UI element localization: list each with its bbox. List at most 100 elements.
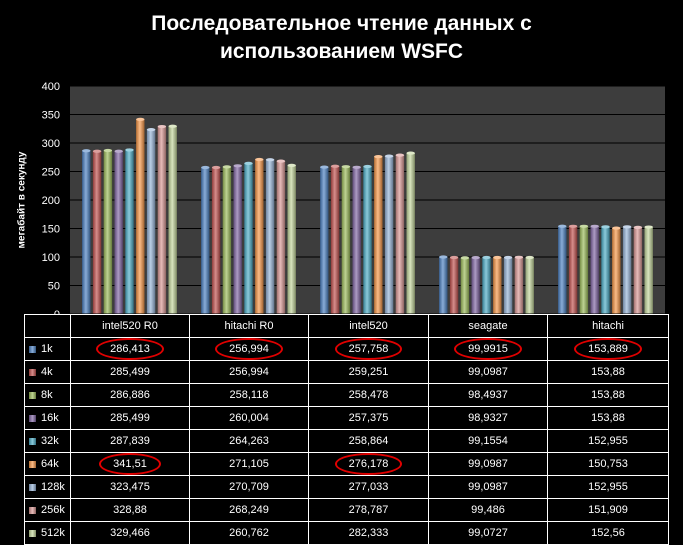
table-cell: 99,0727 [428, 521, 548, 545]
table-cell: 99,0987 [428, 475, 548, 499]
data-label: 264,263 [229, 435, 269, 447]
table-cell: 153,88 [547, 383, 669, 407]
table-row: 64k 341,51 271,105 276,178 99,0987 150,753 [24, 452, 669, 476]
table-cell: 286,413 [70, 337, 190, 361]
table-cell: 256,994 [189, 337, 309, 361]
bar [265, 159, 275, 314]
table-cell: 153,88 [547, 360, 669, 384]
table-cell: 258,864 [308, 429, 429, 453]
bar-cap [503, 255, 513, 260]
bar-cap [482, 255, 491, 260]
data-label: 152,56 [591, 527, 625, 539]
series-name: 1k [41, 343, 53, 355]
bar [330, 166, 340, 314]
bar [590, 226, 599, 314]
chart-title-line-1: Последовательное чтение данных с [151, 12, 532, 35]
bar-cap [558, 224, 567, 228]
bar-cap [125, 148, 134, 152]
bar-cap [157, 124, 167, 129]
legend-key [28, 505, 37, 515]
y-tick-label: 250 [42, 167, 60, 179]
table-cell: 287,839 [70, 429, 190, 453]
data-label: 99,1554 [468, 435, 508, 447]
y-axis-label: мегабайт в секунду [16, 151, 28, 249]
bar-cap [568, 224, 578, 228]
data-label: 153,889 [574, 338, 642, 360]
bar-cap [633, 225, 643, 230]
legend-key [28, 459, 37, 469]
bar [146, 129, 156, 314]
data-label: 256,994 [229, 366, 269, 378]
bar-cap [114, 149, 123, 153]
data-label: 287,839 [110, 435, 150, 447]
data-label: 99,0987 [468, 481, 508, 493]
table-cell: 258,118 [189, 383, 309, 407]
table-row: 512k 329,466 260,762 282,333 99,0727 152,56 [24, 521, 669, 545]
series-label-cell: 32k [24, 429, 71, 453]
bar-cap [211, 165, 221, 170]
table-row: 128k 323,475 270,709 277,033 99,0987 152,955 [24, 475, 669, 499]
data-label: 99,0987 [468, 366, 508, 378]
bar-cap [233, 164, 242, 168]
table-cell: 268,249 [189, 498, 309, 522]
table-cell: 153,889 [547, 337, 669, 361]
data-label: 329,466 [110, 527, 150, 539]
bar-cap [320, 165, 329, 169]
table-column-header: hitachi R0 [189, 314, 309, 338]
bar-cap [363, 164, 372, 169]
bar-cap [352, 165, 361, 169]
bar-cap [255, 157, 264, 162]
data-label: 282,333 [348, 527, 389, 539]
table-header-row: intel520 R0 hitachi R0 intel520 seagate … [24, 314, 669, 338]
data-label: 341,51 [99, 453, 161, 475]
table-cell: 98,9327 [428, 406, 548, 430]
bar [320, 167, 329, 314]
bar [201, 167, 210, 314]
series-name: 16k [41, 412, 59, 424]
data-label: 257,758 [334, 338, 403, 360]
data-label: 153,88 [591, 389, 625, 401]
bar-cap [374, 154, 383, 159]
bar-cap [222, 165, 232, 169]
data-table: intel520 R0 hitachi R0 intel520 seagate … [24, 314, 669, 545]
data-label: 278,787 [348, 504, 389, 516]
table-cell: 285,499 [70, 360, 190, 384]
table-cell: 278,787 [308, 498, 429, 522]
bar [384, 156, 394, 314]
bar [125, 149, 134, 314]
bar [471, 257, 480, 314]
series-name: 128k [41, 481, 65, 493]
table-body: 1k 286,413 256,994 257,758 99,9915 153,889 4k 2… [24, 337, 669, 545]
bar-cap [168, 124, 177, 128]
bar-cap [341, 165, 351, 169]
table-cell: 99,1554 [428, 429, 548, 453]
bar-cap [265, 158, 275, 162]
bar-chart: 0 50 100 150 200 250 300 350 400 [42, 81, 665, 315]
series-label-cell: 256k [24, 498, 71, 522]
data-label: 286,413 [96, 338, 164, 360]
series-name: 8k [41, 389, 53, 401]
data-label: 99,9915 [454, 338, 522, 360]
bar [612, 228, 621, 314]
bar [439, 257, 448, 314]
series-label-cell: 1k [24, 337, 71, 361]
table-cell: 259,251 [308, 360, 429, 384]
data-label: 99,486 [471, 504, 505, 516]
bar [287, 165, 296, 314]
table-cell: 328,88 [70, 498, 190, 522]
data-label: 258,478 [348, 389, 389, 401]
data-label: 285,499 [110, 366, 150, 378]
bar [103, 150, 113, 314]
table-cell: 285,499 [70, 406, 190, 430]
series-label-cell: 16k [24, 406, 71, 430]
bar-cap [287, 163, 296, 167]
legend-key [28, 436, 37, 446]
bar-cap [82, 149, 91, 153]
table-row: 16k 285,499 260,004 257,375 98,9327 153,88 [24, 406, 669, 430]
legend-key [28, 528, 37, 538]
table-cell: 257,758 [308, 337, 429, 361]
table-cell: 277,033 [308, 475, 429, 499]
table-cell: 282,333 [308, 521, 429, 545]
y-tick-label: 0 [54, 309, 60, 315]
bar-cap [384, 154, 394, 158]
